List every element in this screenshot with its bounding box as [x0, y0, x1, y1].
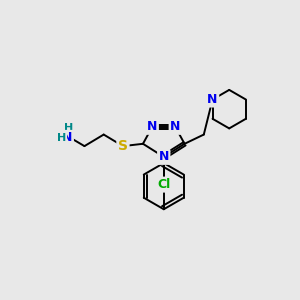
Text: N: N — [159, 150, 169, 164]
Text: N: N — [170, 120, 181, 134]
Text: N: N — [147, 120, 158, 134]
Text: N: N — [207, 93, 218, 106]
Text: N: N — [62, 131, 73, 144]
Text: H: H — [64, 123, 74, 134]
Text: Cl: Cl — [157, 178, 170, 191]
Text: S: S — [118, 139, 128, 153]
Text: H: H — [57, 133, 66, 142]
